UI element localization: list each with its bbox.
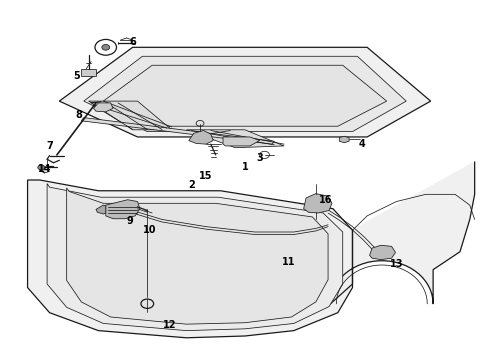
Text: 8: 8 [75,111,82,121]
Polygon shape [96,205,106,214]
Polygon shape [59,47,431,137]
Text: 6: 6 [129,37,136,47]
Text: 11: 11 [282,257,296,267]
Text: 13: 13 [390,259,403,269]
Text: 7: 7 [46,141,53,151]
Text: 2: 2 [188,180,195,190]
Polygon shape [106,200,140,219]
Text: 15: 15 [199,171,213,181]
Text: 12: 12 [163,320,176,330]
Polygon shape [186,130,284,148]
Polygon shape [67,188,328,324]
Polygon shape [84,56,406,132]
Polygon shape [369,245,395,260]
Text: 5: 5 [73,71,80,81]
Polygon shape [339,136,349,143]
Polygon shape [27,180,352,338]
Polygon shape [47,184,343,330]
Polygon shape [89,101,172,130]
Polygon shape [81,118,274,144]
Text: 1: 1 [242,162,248,172]
Polygon shape [81,69,96,76]
Polygon shape [103,65,387,126]
Text: 3: 3 [256,153,263,163]
Text: 16: 16 [319,195,332,205]
Polygon shape [304,194,332,213]
Polygon shape [331,162,475,304]
Text: 10: 10 [143,225,156,235]
Polygon shape [94,103,113,112]
Circle shape [102,44,110,50]
Text: 14: 14 [38,164,51,174]
Polygon shape [189,131,213,144]
Text: 9: 9 [127,216,134,226]
Polygon shape [223,137,260,146]
Text: 4: 4 [359,139,366,149]
Circle shape [38,165,45,170]
